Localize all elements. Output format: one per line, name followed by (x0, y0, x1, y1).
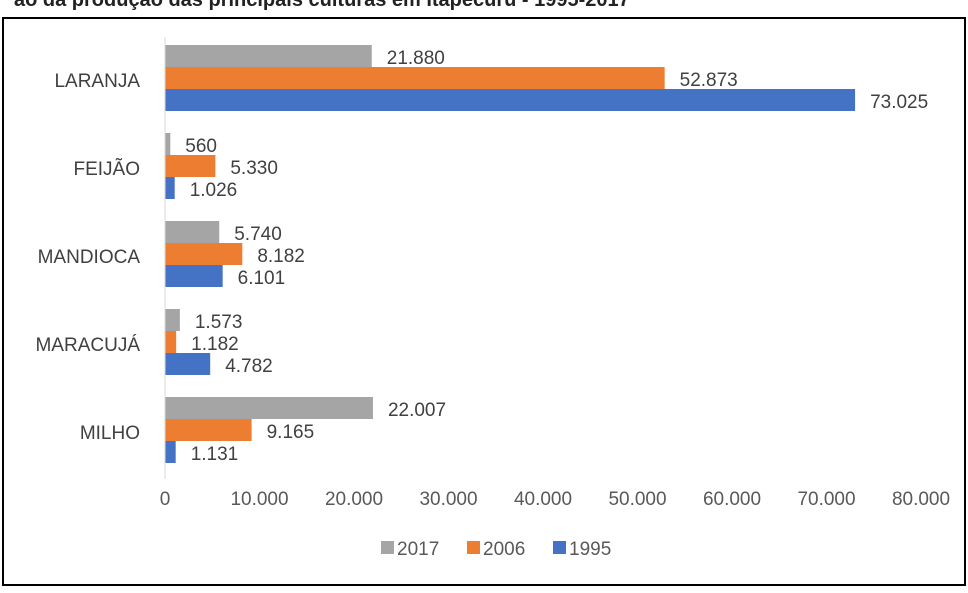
data-label-2017-maracujá: 1.573 (195, 312, 243, 333)
data-label-2006-milho: 9.165 (267, 422, 315, 443)
legend-label-1995: 1995 (569, 539, 611, 560)
tick-labels-layer: 0 10.000 20.000 30.000 40.000 50.000 60.000 70.… (160, 489, 950, 510)
chart-header-fragment: ão da produção das principais culturas e… (14, 0, 630, 11)
category-label-mandioca: MANDIOCA (38, 247, 141, 268)
bar-1995-mandioca (165, 265, 223, 287)
bar-2017-maracujá (165, 309, 180, 331)
data-label-1995-mandioca: 6.101 (238, 268, 286, 289)
category-label-milho: MILHO (80, 423, 140, 444)
legend-label-2006: 2006 (483, 539, 525, 560)
x-tick-label: 30.000 (419, 489, 477, 510)
bar-2006-milho (165, 419, 252, 441)
category-label-feijão: FEIJÃO (73, 158, 140, 180)
bar-2017-feijão (165, 133, 171, 155)
data-label-1995-maracujá: 4.782 (225, 356, 273, 377)
legend-swatch-1995 (553, 541, 566, 554)
x-tick-label: 80.000 (892, 489, 950, 510)
bar-1995-milho (165, 441, 176, 463)
data-label-2006-feijão: 5.330 (230, 158, 278, 179)
data-label-2006-mandioca: 8.182 (257, 246, 305, 267)
bar-1995-laranja (165, 89, 856, 111)
data-label-2017-laranja: 21.880 (387, 48, 445, 69)
category-label-maracujá: MARACUJÁ (35, 335, 140, 356)
data-label-2006-laranja: 52.873 (680, 70, 738, 91)
chart-border (2, 17, 966, 586)
bar-2017-mandioca (165, 221, 220, 243)
data-label-2006-maracujá: 1.182 (191, 334, 239, 355)
x-tick-label: 0 (160, 489, 171, 510)
x-tick-label: 40.000 (514, 489, 572, 510)
bar-2006-feijão (165, 155, 216, 177)
legend-swatch-2017 (381, 541, 394, 554)
data-label-1995-milho: 1.131 (191, 444, 239, 465)
bar-2017-milho (165, 397, 373, 419)
x-tick-label: 10.000 (230, 489, 288, 510)
x-tick-label: 50.000 (608, 489, 666, 510)
category-labels-layer: LARANJA FEIJÃO MANDIOCA MARACUJÁ MILHO (35, 71, 140, 444)
bar-2006-laranja (165, 67, 665, 89)
legend: 2017 2006 1995 (381, 539, 611, 560)
data-label-2017-mandioca: 5.740 (234, 224, 282, 245)
category-label-laranja: LARANJA (54, 71, 140, 92)
x-tick-label: 20.000 (325, 489, 383, 510)
legend-label-2017: 2017 (397, 539, 439, 560)
x-tick-label: 60.000 (703, 489, 761, 510)
bar-2006-mandioca (165, 243, 243, 265)
data-label-2017-milho: 22.007 (388, 400, 446, 421)
bar-1995-feijão (165, 177, 175, 199)
data-label-1995-feijão: 1.026 (190, 180, 238, 201)
bar-2017-laranja (165, 45, 372, 67)
x-tick-label: 70.000 (797, 489, 855, 510)
bar-2006-maracujá (165, 331, 177, 353)
bars-layer (165, 45, 856, 463)
legend-swatch-2006 (467, 541, 480, 554)
bar-1995-maracujá (165, 353, 211, 375)
data-label-2017-feijão: 560 (185, 136, 217, 157)
data-label-1995-laranja: 73.025 (870, 92, 928, 113)
